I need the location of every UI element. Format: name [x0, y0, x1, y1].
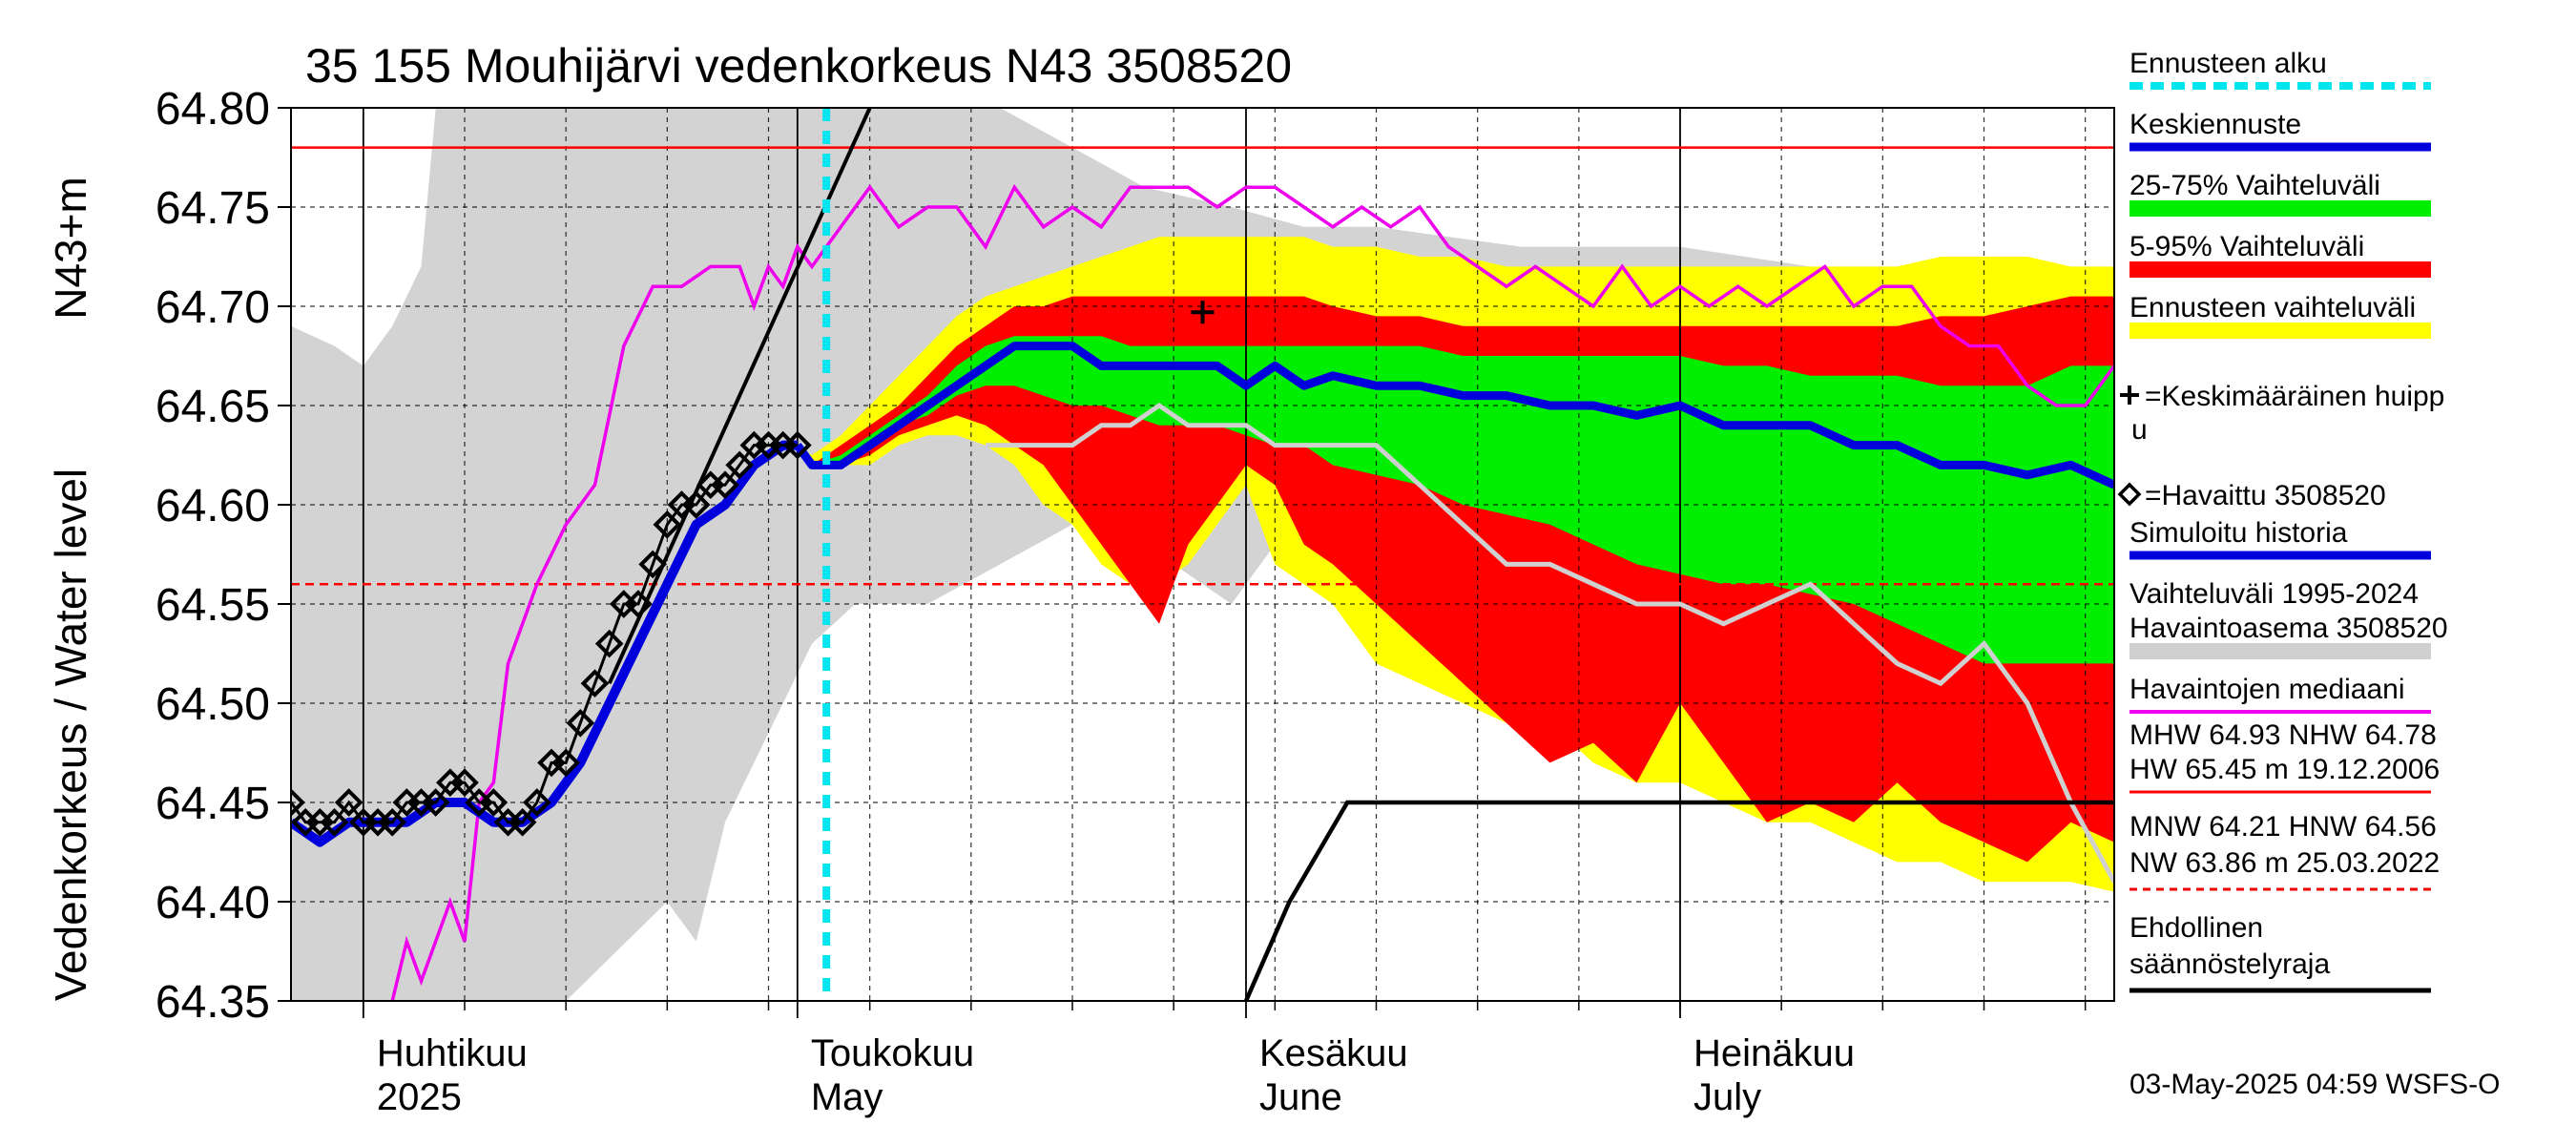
legend-label: Havaintojen mediaani: [2129, 674, 2405, 705]
y-tick-label: 64.40: [156, 878, 270, 928]
footer-timestamp: 03-May-2025 04:59 WSFS-O: [2129, 1069, 2501, 1100]
x-month-sublabel: May: [811, 1076, 883, 1118]
y-tick-label: 64.50: [156, 679, 270, 730]
observation-median-line: [390, 183, 2114, 1001]
forecast-25-75-band: [797, 336, 2114, 664]
legend-swatch-diamond: [2117, 482, 2142, 507]
chart-title: 35 155 Mouhijärvi vedenkorkeus N43 35085…: [305, 39, 1292, 93]
legend-swatch-band: [2129, 200, 2431, 217]
y-axis-label-unit: N43+m: [46, 177, 95, 320]
forecast-mean-line: [794, 342, 2114, 489]
observed-point: [334, 788, 364, 817]
plot-frame: [290, 107, 2115, 1002]
stats-line-4: NW 63.86 m 25.03.2022: [2129, 847, 2440, 879]
observed-point: [594, 629, 624, 658]
marker-layer: [291, 301, 1215, 837]
observed-point: [580, 669, 610, 698]
stats-line-1: MHW 64.93 NHW 64.78: [2129, 719, 2437, 751]
y-tick-label: 64.60: [156, 481, 270, 531]
y-axis-ticks: 64.80 64.75 64.70 64.65 64.60 64.55 64.50 64.45…: [156, 84, 291, 1028]
stats-block: MHW 64.93 NHW 64.78 HW 65.45 m 19.12.200…: [2129, 719, 2440, 993]
x-month-sublabel: June: [1259, 1076, 1342, 1118]
observed-point: [508, 807, 537, 837]
x-month-label: Kesäkuu: [1259, 1032, 1408, 1074]
legend-swatch-cross: [2120, 385, 2139, 405]
y-tick-label: 64.70: [156, 282, 270, 333]
legend-label: Vaihteluväli 1995-2024: [2129, 578, 2419, 610]
observed-point: [320, 807, 349, 837]
observed-point: [681, 490, 711, 519]
legend-label: =Havaittu 3508520: [2145, 480, 2386, 511]
legend-swatch-band: [2129, 643, 2431, 659]
regulation-limit-line: [1243, 800, 2114, 1001]
conditional-limit-label-1: Ehdollinen: [2129, 912, 2263, 944]
stats-line-3: MNW 64.21 HNW 64.56: [2129, 811, 2437, 843]
y-axis-label: Vedenkorkeus / Water level: [46, 468, 95, 1001]
observed-point: [291, 788, 305, 817]
y-tick-label: 64.80: [156, 84, 270, 135]
legend-label-cont: Havaintoasema 3508520: [2129, 613, 2448, 644]
y-tick-label: 64.35: [156, 977, 270, 1028]
y-tick-label: 64.45: [156, 779, 270, 829]
legend-label-cont: u: [2131, 414, 2148, 446]
gray-median-line: [986, 402, 2114, 884]
legend-label: Keskiennuste: [2129, 109, 2301, 140]
observed-point: [523, 788, 551, 817]
x-month-sublabel: July: [1693, 1076, 1761, 1118]
observed-point: [450, 768, 479, 798]
y-tick-label: 64.65: [156, 382, 270, 432]
stats-line-2: HW 65.45 m 19.12.2006: [2129, 754, 2440, 785]
conditional-limit-label-2: säännöstelyraja: [2129, 948, 2330, 980]
observed-point: [725, 450, 754, 480]
x-month-sublabel: 2025: [377, 1076, 462, 1118]
observed-point: [479, 788, 509, 817]
legend-label: Ennusteen vaihteluväli: [2129, 292, 2416, 323]
observed-point: [421, 788, 450, 817]
mean-peak-marker: [1191, 301, 1215, 324]
x-month-label: Toukokuu: [811, 1032, 974, 1074]
observed-point: [638, 550, 667, 579]
observed-point: [378, 807, 406, 837]
observed-point: [711, 470, 739, 500]
y-tick-label: 64.75: [156, 183, 270, 234]
legend-swatch-band: [2129, 261, 2431, 278]
observed-point: [566, 708, 595, 738]
band-layer: [291, 108, 2114, 1001]
observed-point: [624, 590, 653, 618]
legend-label: =Keskimääräinen huipp: [2145, 381, 2444, 412]
legend: Ennusteen alku Keskiennuste 25-75% Vaihtel…: [2117, 48, 2448, 714]
plot-area: [290, 107, 2115, 1018]
observed-point: [653, 510, 682, 539]
legend-label: Simuloitu historia: [2129, 517, 2348, 549]
observed-point: [551, 748, 580, 778]
legend-label: 25-75% Vaihteluväli: [2129, 170, 2380, 201]
legend-swatch-band: [2129, 323, 2431, 339]
legend-label: Ennusteen alku: [2129, 48, 2327, 79]
x-month-label: Huhtikuu: [377, 1032, 528, 1074]
observed-point: [783, 430, 812, 460]
x-month-label: Heinäkuu: [1693, 1032, 1855, 1074]
legend-label: 5-95% Vaihteluväli: [2129, 231, 2364, 262]
y-tick-label: 64.55: [156, 580, 270, 631]
